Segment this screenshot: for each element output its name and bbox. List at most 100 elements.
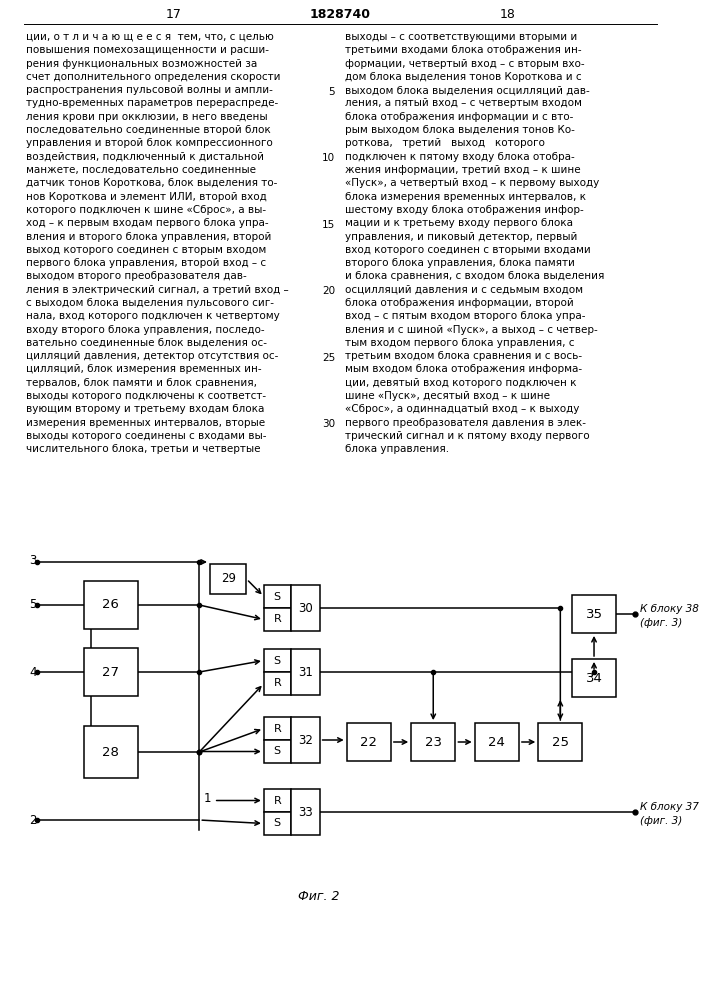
Bar xyxy=(264,717,291,740)
Bar xyxy=(210,564,247,594)
Text: (фиг. 3): (фиг. 3) xyxy=(641,618,682,628)
Text: воздействия, подключенный к дистальной: воздействия, подключенный к дистальной xyxy=(26,152,264,162)
Text: S: S xyxy=(274,591,281,601)
Text: 20: 20 xyxy=(322,286,335,296)
Bar xyxy=(264,812,291,835)
Bar xyxy=(474,723,519,761)
Text: тудно-временных параметров перераспреде-: тудно-временных параметров перераспреде- xyxy=(26,99,279,108)
Text: вход которого соединен с вторыми входами: вход которого соединен с вторыми входами xyxy=(345,245,590,255)
Text: выход которого соединен с вторым входом: выход которого соединен с вторым входом xyxy=(26,245,267,255)
Bar xyxy=(264,672,291,695)
Text: 35: 35 xyxy=(585,607,602,620)
Text: 1: 1 xyxy=(204,792,211,805)
Bar xyxy=(538,723,583,761)
Text: первого блока управления, второй вход – с: первого блока управления, второй вход – … xyxy=(26,258,266,268)
Text: 25: 25 xyxy=(552,736,569,748)
Bar xyxy=(572,595,617,633)
Text: манжете, последовательно соединенные: манжете, последовательно соединенные xyxy=(26,165,256,175)
Text: ления крови при окклюзии, в него введены: ления крови при окклюзии, в него введены xyxy=(26,112,268,122)
Bar xyxy=(264,740,291,763)
Text: 18: 18 xyxy=(499,8,515,21)
Text: тервалов, блок памяти и блок сравнения,: тервалов, блок памяти и блок сравнения, xyxy=(26,378,257,388)
Bar xyxy=(291,789,320,835)
Text: мым входом блока отображения информа-: мым входом блока отображения информа- xyxy=(345,364,582,374)
Text: ции, о т л и ч а ю щ е е с я  тем, что, с целью: ции, о т л и ч а ю щ е е с я тем, что, с… xyxy=(26,32,274,42)
Text: 23: 23 xyxy=(425,736,442,748)
Text: R: R xyxy=(274,796,281,806)
Text: 28: 28 xyxy=(103,746,119,758)
Text: выходом второго преобразователя дав-: выходом второго преобразователя дав- xyxy=(26,271,247,281)
Text: которого подключен к шине «Сброс», а вы-: которого подключен к шине «Сброс», а вы- xyxy=(26,205,266,215)
Text: последовательно соединенные второй блок: последовательно соединенные второй блок xyxy=(26,125,271,135)
Bar xyxy=(346,723,391,761)
Bar xyxy=(83,581,138,629)
Text: 1828740: 1828740 xyxy=(310,8,370,21)
Bar xyxy=(264,608,291,631)
Text: счет дополнительного определения скорости: счет дополнительного определения скорост… xyxy=(26,72,281,82)
Text: R: R xyxy=(274,614,281,624)
Text: блока управления.: блока управления. xyxy=(345,444,449,454)
Text: 2: 2 xyxy=(29,814,36,826)
Text: 33: 33 xyxy=(298,806,312,818)
Text: К блоку 38: К блоку 38 xyxy=(641,604,699,614)
Text: дом блока выделения тонов Короткова и с: дом блока выделения тонов Короткова и с xyxy=(345,72,581,82)
Text: первого преобразователя давления в элек-: первого преобразователя давления в элек- xyxy=(345,418,585,428)
Text: мации и к третьему входу первого блока: мации и к третьему входу первого блока xyxy=(345,218,573,228)
Text: распространения пульсовой волны и ампли-: распространения пульсовой волны и ампли- xyxy=(26,85,273,95)
Text: ления в электрический сигнал, а третий вход –: ления в электрический сигнал, а третий в… xyxy=(26,285,288,295)
Text: 10: 10 xyxy=(322,153,335,163)
Text: датчик тонов Короткова, блок выделения то-: датчик тонов Короткова, блок выделения т… xyxy=(26,178,277,188)
Text: выходы которого соединены с входами вы-: выходы которого соединены с входами вы- xyxy=(26,431,267,441)
Bar xyxy=(264,649,291,672)
Text: рения функциональных возможностей за: рения функциональных возможностей за xyxy=(26,59,257,69)
Text: шине «Пуск», десятый вход – к шине: шине «Пуск», десятый вход – к шине xyxy=(345,391,549,401)
Text: рым выходом блока выделения тонов Ко-: рым выходом блока выделения тонов Ко- xyxy=(345,125,575,135)
Text: вления и с шиной «Пуск», а выход – с четвер-: вления и с шиной «Пуск», а выход – с чет… xyxy=(345,325,597,335)
Text: R: R xyxy=(274,678,281,688)
Text: 17: 17 xyxy=(165,8,181,21)
Text: блока отображения информации, второй: блока отображения информации, второй xyxy=(345,298,573,308)
Text: нала, вход которого подключен к четвертому: нала, вход которого подключен к четверто… xyxy=(26,311,280,321)
Text: 27: 27 xyxy=(103,666,119,678)
Text: третьим входом блока сравнения и с вось-: третьим входом блока сравнения и с вось- xyxy=(345,351,582,361)
Text: входу второго блока управления, последо-: входу второго блока управления, последо- xyxy=(26,325,264,335)
Bar xyxy=(572,659,617,697)
Text: управления, и пиковый детектор, первый: управления, и пиковый детектор, первый xyxy=(345,232,577,241)
Text: К блоку 37: К блоку 37 xyxy=(641,802,699,812)
Text: 30: 30 xyxy=(322,419,335,429)
Bar xyxy=(264,585,291,608)
Text: вход – с пятым входом второго блока упра-: вход – с пятым входом второго блока упра… xyxy=(345,311,585,321)
Bar xyxy=(83,726,138,778)
Bar xyxy=(291,649,320,695)
Text: числительного блока, третьи и четвертые: числительного блока, третьи и четвертые xyxy=(26,444,260,454)
Text: выходы которого подключены к соответст-: выходы которого подключены к соответст- xyxy=(26,391,266,401)
Text: ции, девятый вход которого подключен к: ции, девятый вход которого подключен к xyxy=(345,378,576,388)
Text: «Пуск», а четвертый вход – к первому выходу: «Пуск», а четвертый вход – к первому вых… xyxy=(345,178,599,188)
Text: 22: 22 xyxy=(361,736,378,748)
Text: ход – к первым входам первого блока упра-: ход – к первым входам первого блока упра… xyxy=(26,218,269,228)
Bar xyxy=(291,585,320,631)
Text: третьими входами блока отображения ин-: третьими входами блока отображения ин- xyxy=(345,45,581,55)
Text: «Сброс», а одиннадцатый вход – к выходу: «Сброс», а одиннадцатый вход – к выходу xyxy=(345,404,579,414)
Text: блока отображения информации и с вто-: блока отображения информации и с вто- xyxy=(345,112,573,122)
Text: измерения временных интервалов, вторые: измерения временных интервалов, вторые xyxy=(26,418,265,428)
Text: 24: 24 xyxy=(489,736,506,748)
Text: Фиг. 2: Фиг. 2 xyxy=(298,890,340,903)
Text: R: R xyxy=(274,724,281,734)
Text: управления и второй блок компрессионного: управления и второй блок компрессионного xyxy=(26,138,273,148)
Text: повышения помехозащищенности и расши-: повышения помехозащищенности и расши- xyxy=(26,45,269,55)
Text: формации, четвертый вход – с вторым вхо-: формации, четвертый вход – с вторым вхо- xyxy=(345,59,584,69)
Text: второго блока управления, блока памяти: второго блока управления, блока памяти xyxy=(345,258,575,268)
Text: 26: 26 xyxy=(103,598,119,611)
Text: 15: 15 xyxy=(322,220,335,230)
Text: 34: 34 xyxy=(585,672,602,684)
Text: блока измерения временных интервалов, к: блока измерения временных интервалов, к xyxy=(345,192,585,202)
Text: 29: 29 xyxy=(221,572,235,585)
Text: ления, а пятый вход – с четвертым входом: ления, а пятый вход – с четвертым входом xyxy=(345,99,582,108)
Text: выходы – с соответствующими вторыми и: выходы – с соответствующими вторыми и xyxy=(345,32,577,42)
Text: нов Короткова и элемент ИЛИ, второй вход: нов Короткова и элемент ИЛИ, второй вход xyxy=(26,192,267,202)
Text: выходом блока выделения осцилляций дав-: выходом блока выделения осцилляций дав- xyxy=(345,85,590,95)
Text: роткова,   третий   выход   которого: роткова, третий выход которого xyxy=(345,138,544,148)
Text: 4: 4 xyxy=(29,666,36,678)
Text: жения информации, третий вход – к шине: жения информации, третий вход – к шине xyxy=(345,165,580,175)
